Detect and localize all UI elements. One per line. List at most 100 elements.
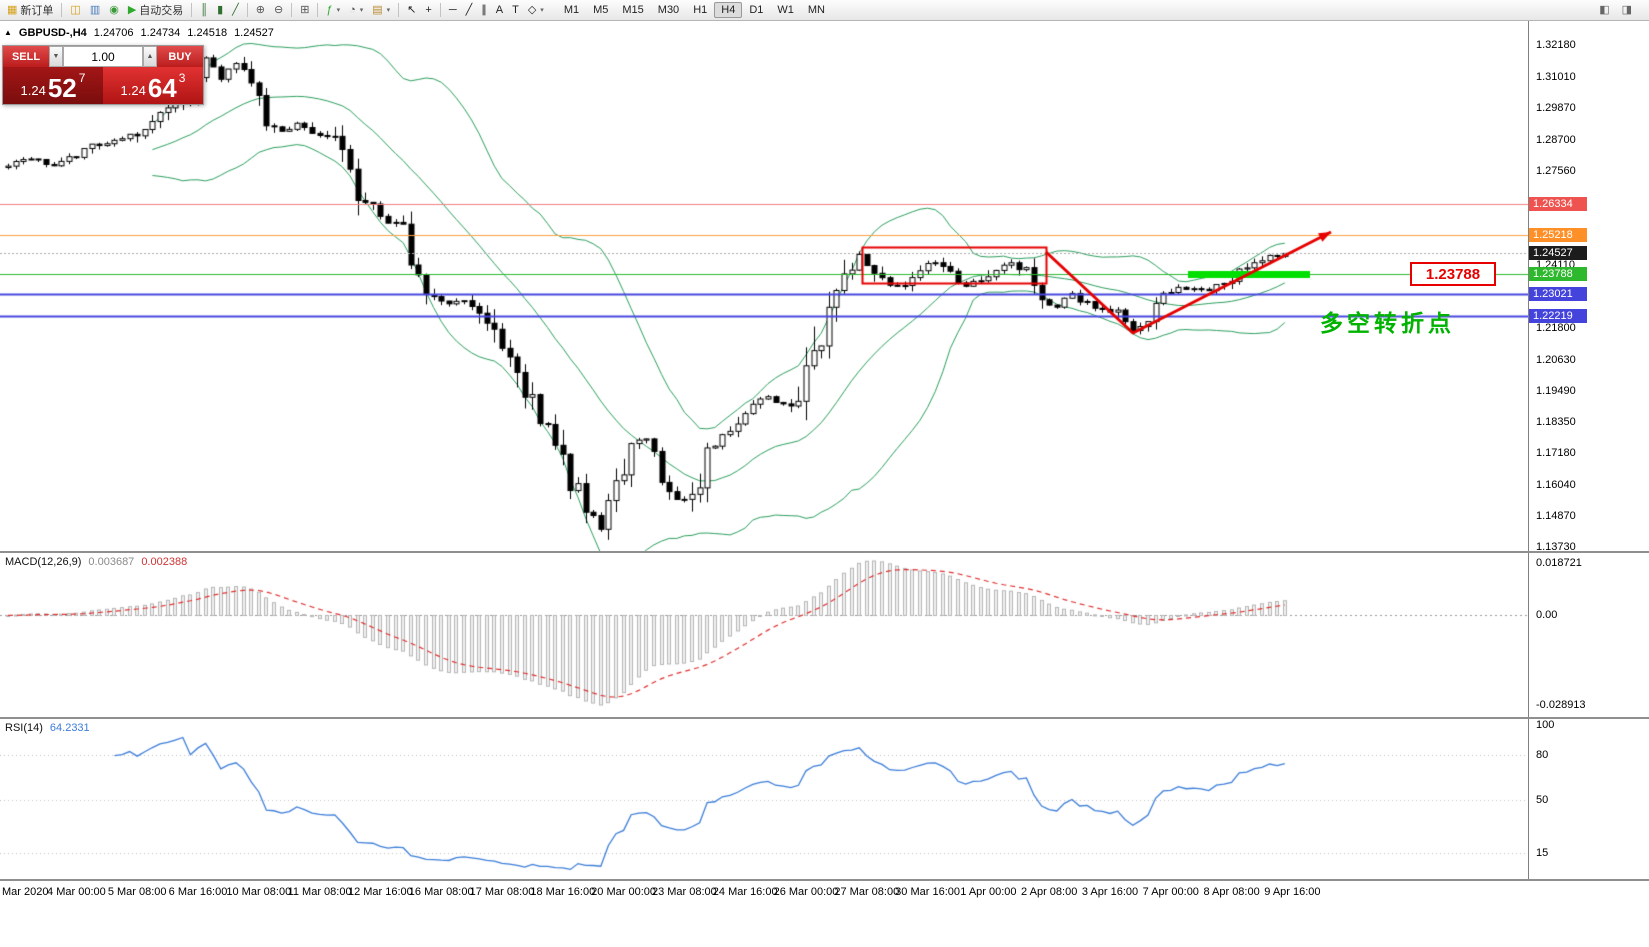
ohlc-open: 1.24706 xyxy=(93,27,134,39)
timeframe-h1[interactable]: H1 xyxy=(693,4,708,16)
price-tick-label: 1.19490 xyxy=(1536,384,1576,397)
volume-decrease-button[interactable]: ▼ xyxy=(49,46,63,67)
symbol-title: GBPUSD-,H4 xyxy=(18,27,87,39)
time-label: 18 Mar 16:00 xyxy=(530,886,596,898)
toolbar-separator xyxy=(317,3,319,17)
main-chart-canvas[interactable] xyxy=(0,21,1528,551)
timeframe-w1[interactable]: W1 xyxy=(777,4,794,16)
time-label: 3 Apr 16:00 xyxy=(1081,886,1139,898)
timeframe-m30[interactable]: M30 xyxy=(657,4,680,16)
timeframe-mn[interactable]: MN xyxy=(807,4,825,16)
candlestick-chart-type-icon: ▮ xyxy=(217,3,224,16)
zoom-in-icon[interactable]: ⊕ xyxy=(252,1,269,20)
chart-area: ▲ GBPUSD-,H4 1.24706 1.24734 1.24518 1.2… xyxy=(0,21,1649,947)
autotrading-button[interactable]: ▶ 自动交易 xyxy=(124,1,187,20)
profiles-icon: ▥ xyxy=(89,3,101,16)
float-window-icon-glyph: ◨ xyxy=(1621,3,1632,16)
turning-point-annotation: 多空转折点 xyxy=(1320,311,1455,337)
time-label: 4 Mar 00:00 xyxy=(47,886,106,898)
buy-price-pips: 64 xyxy=(147,73,177,103)
toolbar-separator xyxy=(291,3,293,17)
macd-axis-max: 0.018721 xyxy=(1536,557,1582,569)
dock-window-icon[interactable]: ◧ xyxy=(1595,1,1613,20)
equidistant-channel-icon: ∥ xyxy=(481,3,487,16)
cursor-icon[interactable]: ↖ xyxy=(403,1,420,20)
shapes-icon[interactable]: ◇ ▾ xyxy=(524,1,548,20)
tile-windows-icon[interactable]: ⊞ xyxy=(296,1,313,20)
crosshair-icon[interactable]: + xyxy=(421,1,435,20)
templates-icon-caret: ▾ xyxy=(386,7,391,14)
price-tick-label: 1.27560 xyxy=(1536,164,1576,177)
toolbar-separator xyxy=(61,3,63,17)
shapes-icon-caret: ▾ xyxy=(540,7,544,14)
cursor-icon: ↖ xyxy=(407,3,417,16)
insert-indicator-icon[interactable]: ƒ ▾ xyxy=(322,1,344,20)
volume-input[interactable] xyxy=(63,46,143,67)
new-order-button-label: 新订单 xyxy=(20,5,54,17)
bar-chart-type-icon[interactable]: ║ xyxy=(196,1,212,20)
price-tick-label: 1.32180 xyxy=(1536,38,1576,51)
line-chart-type-icon[interactable]: ╱ xyxy=(228,1,243,20)
trendline-icon[interactable]: ╱ xyxy=(462,1,477,20)
equidistant-channel-icon[interactable]: ∥ xyxy=(477,1,491,20)
time-label: 24 Mar 16:00 xyxy=(712,886,778,898)
candlestick-chart-type-icon[interactable]: ▮ xyxy=(213,1,227,20)
pane-splitter[interactable] xyxy=(0,879,1649,881)
volume-increase-button[interactable]: ▲ xyxy=(143,46,157,67)
macd-params: MACD(12,26,9) xyxy=(5,556,82,568)
timeframe-m15[interactable]: M15 xyxy=(622,4,644,16)
crosshair-icon: + xyxy=(425,3,432,16)
rsi-pane-canvas[interactable] xyxy=(0,719,1528,879)
time-label: 6 Mar 16:00 xyxy=(168,886,228,898)
zoom-in-icon: ⊕ xyxy=(255,3,265,16)
timeframe-d1[interactable]: D1 xyxy=(749,4,764,16)
rsi-params: RSI(14) xyxy=(5,722,43,734)
text-icon[interactable]: T xyxy=(508,1,523,20)
buy-button[interactable]: BUY xyxy=(157,46,203,67)
sell-price-display[interactable]: 1.24 52 7 xyxy=(3,67,103,104)
time-label: 30 Mar 16:00 xyxy=(895,886,961,898)
bar-chart-type-icon: ║ xyxy=(200,3,209,16)
clock-icon: ◔ xyxy=(349,3,356,16)
profiles-icon[interactable]: ▥ xyxy=(86,1,104,20)
float-window-icon[interactable]: ◨ xyxy=(1618,1,1636,20)
sell-button[interactable]: SELL xyxy=(3,46,49,67)
ohlc-close: 1.24527 xyxy=(234,27,274,39)
clock-icon[interactable]: ◔ ▾ xyxy=(345,1,367,20)
price-axis[interactable]: 1.32180 1.31010 1.29870 1.28700 1.27560 1.241… xyxy=(1528,21,1649,881)
price-tick-label: 1.13730 xyxy=(1536,541,1576,554)
timeframe-m1[interactable]: M1 xyxy=(563,4,580,16)
time-axis[interactable]: Mar 2020 4 Mar 00:00 5 Mar 08:00 6 Mar 16:0… xyxy=(0,881,1649,905)
help-icon: ◉ xyxy=(109,3,119,16)
zoom-out-icon[interactable]: ⊖ xyxy=(270,1,287,20)
time-label: 8 Apr 08:00 xyxy=(1203,886,1260,898)
dock-window-icon-glyph: ◧ xyxy=(1599,3,1610,16)
price-tick-label: 1.20630 xyxy=(1536,353,1576,366)
chart-window-icon[interactable]: ◫ xyxy=(66,1,84,20)
sell-price-pips: 52 xyxy=(47,73,77,103)
new-order-button[interactable]: ▦ 新订单 xyxy=(3,1,57,20)
price-callout-label: 1.23788 xyxy=(1410,262,1496,286)
help-icon[interactable]: ◉ xyxy=(105,1,123,20)
horizontal-line-icon[interactable]: ─ xyxy=(445,1,461,20)
templates-icon[interactable]: ▤ ▾ xyxy=(368,1,394,20)
ohlc-high: 1.24734 xyxy=(140,27,181,39)
main-toolbar: ▦ 新订单 ◫ ▥ ◉ ▶ 自动交易 ║ ▮ ╱ ⊕ ⊖ ⊞ ƒ ▾ ◔ ▾ ▤ ▾ ↖ + ─ ╱ ∥ A T ◇ ▾ M1 M5 M15… xyxy=(0,0,1649,21)
pane-splitter[interactable] xyxy=(0,717,1649,719)
macd-signal-value: 0.002388 xyxy=(141,556,188,568)
timeframe-m5[interactable]: M5 xyxy=(593,4,609,16)
rsi-value: 64.2331 xyxy=(49,722,90,734)
chart-window-icon: ◫ xyxy=(70,3,81,16)
price-tick-label: 1.14870 xyxy=(1536,510,1576,523)
timeframe-h4[interactable]: H4 xyxy=(714,2,743,18)
macd-pane-canvas[interactable] xyxy=(0,553,1528,717)
oneclick-collapse-icon[interactable]: ▲ xyxy=(4,28,12,37)
ohlc-low: 1.24518 xyxy=(187,27,228,39)
text-label-icon[interactable]: A xyxy=(492,1,507,20)
buy-price-display[interactable]: 1.24 64 3 xyxy=(103,67,203,104)
toolbar-separator xyxy=(246,3,248,17)
autotrading-button-label: 自动交易 xyxy=(139,5,184,17)
pane-splitter[interactable] xyxy=(0,551,1649,553)
macd-main-value: 0.003687 xyxy=(88,556,135,568)
buy-price-figure: 1.24 xyxy=(120,83,146,98)
